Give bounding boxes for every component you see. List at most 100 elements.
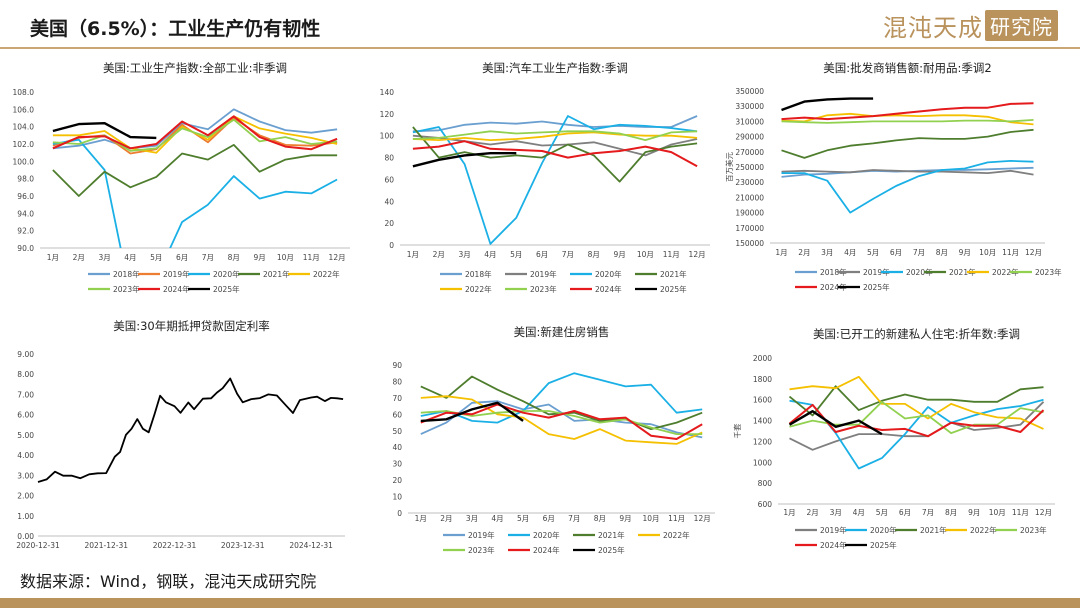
y-tick-label: 6.00 <box>17 411 34 420</box>
series-line-2022年 <box>781 112 1034 126</box>
series-line-2020年 <box>789 398 1044 470</box>
x-tick-label: 11月 <box>1002 248 1019 257</box>
series-line-2024年 <box>52 115 338 151</box>
y-tick-label: 2000 <box>753 354 772 363</box>
y-tick-label: 190000 <box>735 209 764 218</box>
legend-label: 2018年 <box>465 269 492 279</box>
y-tick-label: 0 <box>389 241 394 250</box>
y-tick-label: 100 <box>380 132 395 141</box>
x-tick-label: 6月 <box>890 248 902 257</box>
footer-bar <box>0 598 1080 608</box>
series-line-2021年 <box>420 375 703 430</box>
legend-label: 2025年 <box>863 282 890 292</box>
legend-label: 2023年 <box>1020 525 1047 535</box>
legend-label: 2018年 <box>113 269 140 279</box>
y-tick-label: 1400 <box>753 417 772 426</box>
y-tick-label: 150000 <box>735 239 764 248</box>
series-line-2024年 <box>420 403 703 440</box>
x-tick-label: 3月 <box>98 253 110 262</box>
y-tick-label: 9.00 <box>17 350 34 359</box>
legend-label: 2023年 <box>530 284 557 294</box>
legend-label: 2022年 <box>663 530 690 540</box>
legend-label: 2020年 <box>870 525 897 535</box>
series-line-2023年 <box>412 130 698 141</box>
x-tick-label: 5月 <box>517 514 529 523</box>
series-line-2020年 <box>420 372 703 424</box>
legend-label: 2021年 <box>920 525 947 535</box>
y-tick-label: 20 <box>392 476 402 485</box>
y-tick-label: 600 <box>758 500 773 509</box>
x-tick-label: 1月 <box>415 514 427 523</box>
chart-new-home-sales: 美国:新建住房销售 0 10 20 30 40 50 60 70 80 90 1月 2月 3月 4月 5月 6月… <box>392 325 715 555</box>
series-line-2018年 <box>52 108 338 150</box>
y-tick-label: 100.0 <box>13 157 35 166</box>
y-tick-label: 104.0 <box>13 123 35 132</box>
x-tick-label: 7月 <box>922 508 934 517</box>
y-tick-label: 0.00 <box>17 532 34 541</box>
legend-label: 2024年 <box>820 540 847 550</box>
y-tick-label: 330000 <box>735 102 764 111</box>
series-line-2020年 <box>412 115 698 245</box>
brand-logo: 混沌天成 研究院 <box>883 8 1058 43</box>
x-tick-label: 1月 <box>407 250 419 259</box>
series-line-2023年 <box>781 119 1034 124</box>
legend-label: 2019年 <box>530 269 557 279</box>
x-tick-label: 3月 <box>458 250 470 259</box>
legend-label: 2022年 <box>465 284 492 294</box>
x-tick-label: 8月 <box>588 250 600 259</box>
chart-title: 美国:新建住房销售 <box>514 325 610 339</box>
x-tick-label: 5月 <box>150 253 162 262</box>
series-line-mortgage-rate <box>37 377 344 483</box>
x-tick-label: 4月 <box>491 514 503 523</box>
page-title: 美国（6.5%）：工业生产仍有韧性 <box>30 18 321 40</box>
series-line-2020年 <box>781 160 1034 214</box>
x-tick-label: 8月 <box>945 508 957 517</box>
y-tick-label: 98.0 <box>17 175 34 184</box>
x-tick-label: 3月 <box>466 514 478 523</box>
y-tick-label: 2.00 <box>17 492 34 501</box>
x-tick-label: 2月 <box>798 248 810 257</box>
legend-label: 2024年 <box>533 545 560 555</box>
x-tick-label: 2月 <box>73 253 85 262</box>
x-tick-label: 1月 <box>783 508 795 517</box>
y-tick-label: 10 <box>392 493 402 502</box>
chart-housing-starts: 美国:已开工的新建私人住宅:折年数:季调 600 800 1000 1200 1400 16… <box>732 327 1055 550</box>
logo-text-box: 研究院 <box>985 10 1058 41</box>
legend-label: 2025年 <box>870 540 897 550</box>
x-tick-label: 2020-12-31 <box>16 541 60 550</box>
series-line-2024年 <box>412 140 698 168</box>
legend-label: 2024年 <box>163 284 190 294</box>
x-tick-label: 4月 <box>844 248 856 257</box>
chart-title: 美国:汽车工业生产指数:季调 <box>482 61 628 75</box>
x-tick-label: 3月 <box>830 508 842 517</box>
legend-label: 2020年 <box>533 530 560 540</box>
y-tick-label: 1.00 <box>17 512 34 521</box>
legend-label: 2020年 <box>213 269 240 279</box>
legend-label: 2019年 <box>468 530 495 540</box>
y-tick-label: 102.0 <box>13 140 35 149</box>
x-tick-label: 6月 <box>543 514 555 523</box>
chart-title: 美国:30年期抵押贷款固定利率 <box>113 319 270 333</box>
legend-label: 2025年 <box>213 284 240 294</box>
series-line-2025年 <box>412 152 517 168</box>
y-tick-label: 3.00 <box>17 471 34 480</box>
y-tick-label: 20 <box>384 219 394 228</box>
series-line-2021年 <box>52 144 338 197</box>
y-tick-label: 80 <box>384 154 394 163</box>
series-line-2018年 <box>412 115 698 133</box>
x-tick-label: 2022-12-31 <box>153 541 197 550</box>
y-tick-label: 1600 <box>753 396 772 405</box>
legend-label: 2019年 <box>820 525 847 535</box>
y-tick-label: 106.0 <box>13 105 35 114</box>
x-tick-label: 9月 <box>968 508 980 517</box>
series-line-2022年 <box>412 131 698 141</box>
y-tick-label: 1000 <box>753 458 772 467</box>
legend-label: 2023年 <box>1035 267 1062 277</box>
legend-label: 2022年 <box>970 525 997 535</box>
series-line-2022年 <box>420 395 703 445</box>
x-tick-label: 11月 <box>1012 508 1029 517</box>
data-source: 数据来源：Wind，钢联，混沌天成研究院 <box>20 572 317 591</box>
x-tick-label: 11月 <box>663 250 680 259</box>
chart-wholesale-durables: 美国:批发商销售额:耐用品:季调2 150000 170000 190000 21000… <box>724 61 1062 292</box>
y-tick-label: 1800 <box>753 375 772 384</box>
